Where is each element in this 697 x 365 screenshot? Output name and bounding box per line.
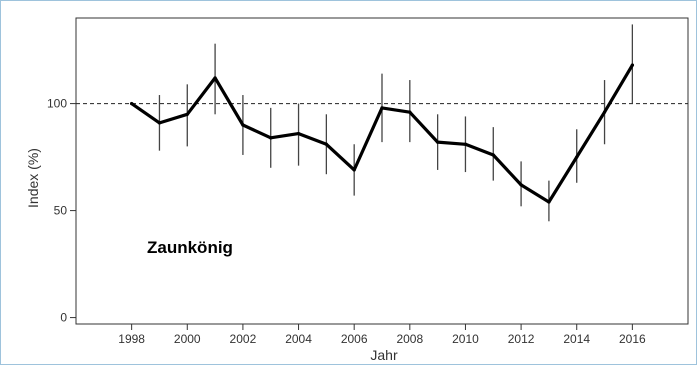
data-point-2004 (296, 131, 301, 136)
data-point-1998 (130, 101, 134, 106)
data-point-2005 (324, 142, 328, 146)
species-label: Zaunkönig (147, 238, 233, 257)
data-point-1999 (157, 121, 162, 125)
data-point-2006 (352, 168, 356, 172)
data-point-2013 (547, 200, 551, 204)
plot-area-border (75, 17, 689, 325)
data-point-2011 (491, 153, 495, 157)
x-tick-label-2014: 2014 (563, 332, 590, 346)
data-point-2014 (575, 155, 579, 159)
x-tick-label-2012: 2012 (508, 332, 535, 346)
x-tick-label-1998: 1998 (118, 332, 145, 346)
data-point-2009 (436, 140, 440, 144)
x-tick-label-2000: 2000 (174, 332, 201, 346)
data-point-2001 (213, 76, 217, 80)
x-tick-label-2008: 2008 (396, 332, 423, 346)
y-tick-label-50: 50 (54, 204, 68, 218)
x-tick-label-2004: 2004 (285, 332, 312, 346)
data-point-2000 (185, 112, 189, 116)
data-point-2010 (463, 142, 468, 146)
data-point-2012 (519, 183, 523, 187)
data-point-2008 (408, 110, 412, 114)
y-tick-label-0: 0 (60, 311, 67, 325)
data-point-2007 (380, 106, 384, 110)
x-tick-label-2006: 2006 (341, 332, 368, 346)
y-axis-title: Index (%) (25, 148, 41, 208)
x-axis-title: Jahr (370, 347, 398, 363)
y-tick-label-100: 100 (47, 97, 67, 111)
data-point-2016 (630, 63, 634, 67)
data-point-2003 (269, 136, 273, 140)
data-point-2015 (602, 110, 607, 114)
data-point-2002 (241, 123, 245, 127)
x-tick-label-2010: 2010 (452, 332, 479, 346)
x-tick-label-2016: 2016 (619, 332, 646, 346)
x-tick-label-2002: 2002 (230, 332, 257, 346)
